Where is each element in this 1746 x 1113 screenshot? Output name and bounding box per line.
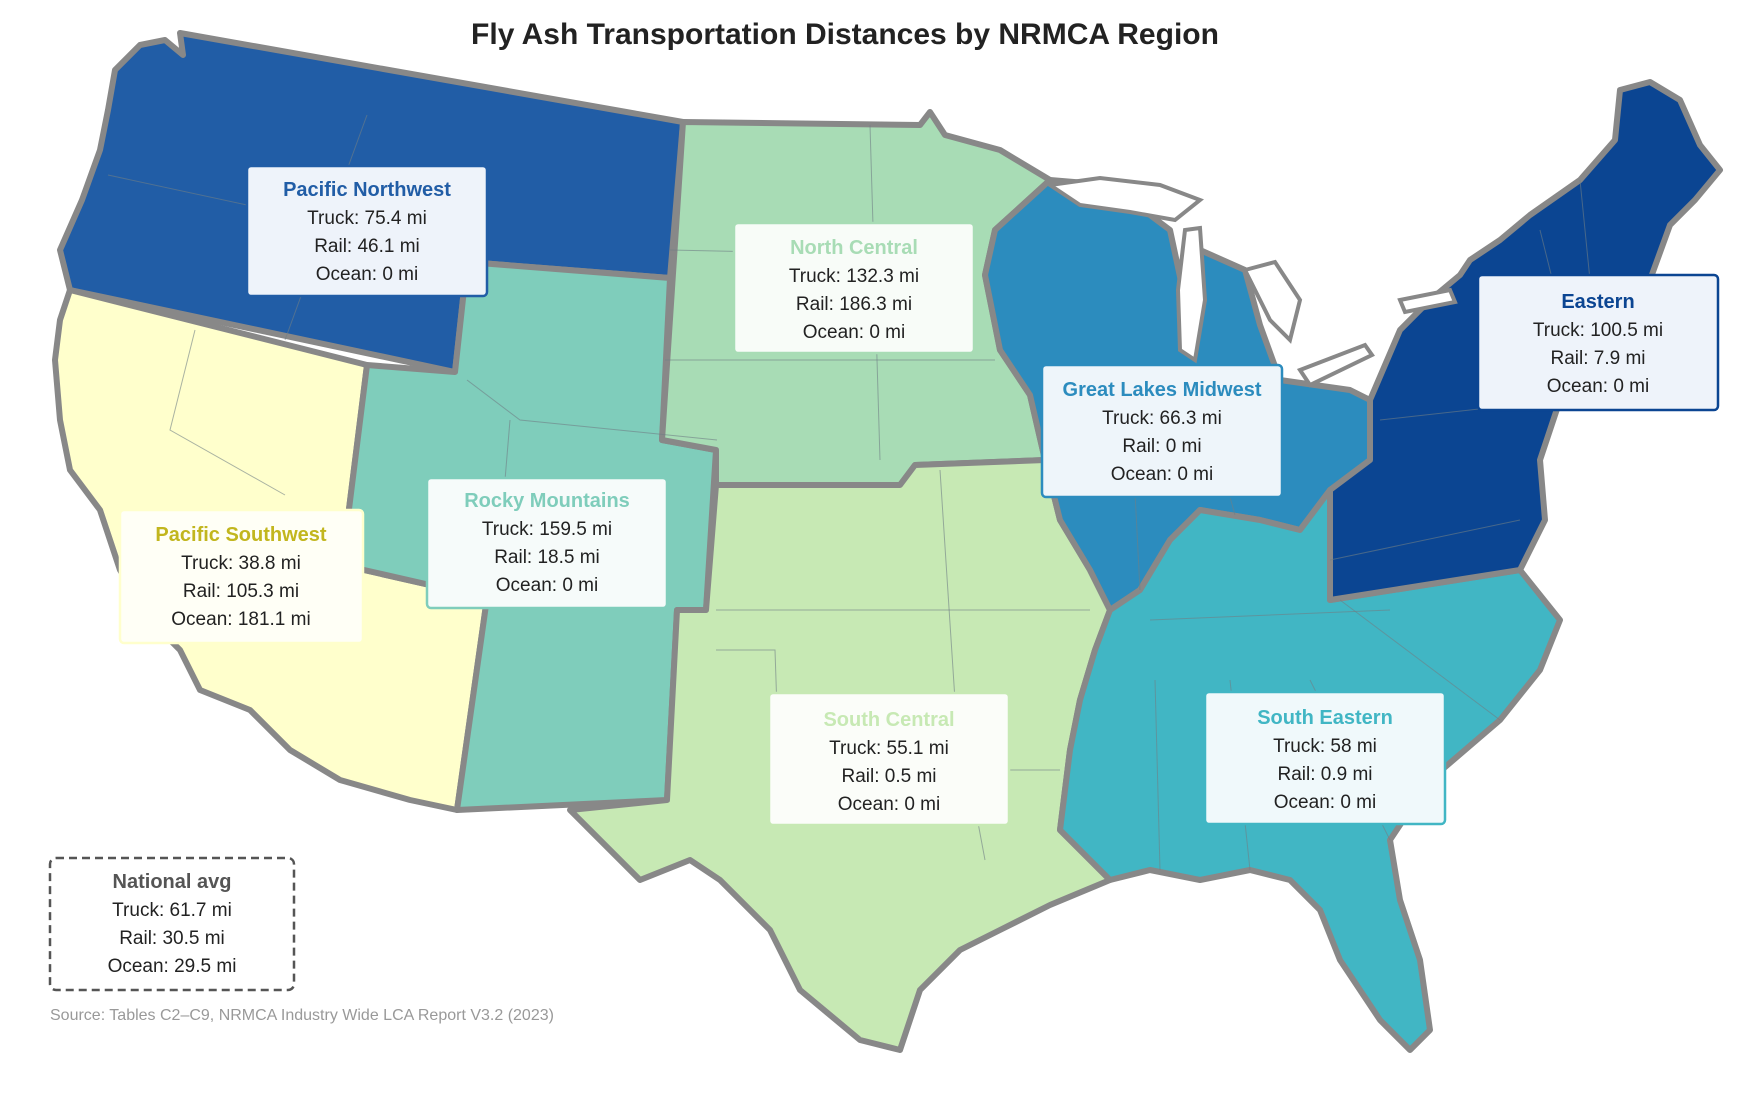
label-rail: Rail: 18.5 mi [494, 547, 600, 568]
label-name: Pacific Southwest [155, 524, 326, 546]
lake-superior [1044, 175, 1204, 223]
label-rail: Rail: 0.9 mi [1277, 764, 1372, 785]
label-name: North Central [790, 237, 918, 259]
label-ocean: Ocean: 0 mi [316, 264, 418, 285]
region-labels: Pacific Northwest Truck: 75.4 mi Rail: 4… [118, 164, 1720, 827]
national-ocean: Ocean: 29.5 mi [108, 956, 237, 977]
label-truck: Truck: 58 mi [1273, 736, 1377, 757]
label-rocky-mountains: Rocky Mountains Truck: 159.5 mi Rail: 18… [425, 476, 669, 610]
national-average-box: National avg Truck: 61.7 mi Rail: 30.5 m… [48, 856, 296, 992]
great-lakes [1044, 175, 1458, 388]
label-ocean: Ocean: 181.1 mi [171, 609, 310, 630]
label-truck: Truck: 55.1 mi [829, 738, 949, 759]
label-rail: Rail: 105.3 mi [183, 581, 299, 602]
label-name: Eastern [1561, 291, 1634, 313]
label-great-lakes-midwest: Great Lakes Midwest Truck: 66.3 mi Rail:… [1040, 363, 1284, 499]
lake-erie [1296, 342, 1375, 388]
label-name: South Central [823, 709, 954, 731]
label-ocean: Ocean: 0 mi [1111, 464, 1213, 485]
label-ocean: Ocean: 0 mi [496, 575, 598, 596]
label-truck: Truck: 100.5 mi [1533, 320, 1663, 341]
label-ocean: Ocean: 0 mi [803, 322, 905, 343]
label-name: Pacific Northwest [283, 179, 451, 201]
label-north-central: North Central Truck: 132.3 mi Rail: 186.… [732, 221, 976, 355]
national-rail: Rail: 30.5 mi [119, 928, 225, 949]
label-ocean: Ocean: 0 mi [1274, 792, 1376, 813]
label-south-central: South Central Truck: 55.1 mi Rail: 0.5 m… [767, 691, 1011, 827]
label-name: Great Lakes Midwest [1063, 379, 1262, 401]
lake-michigan [1175, 225, 1208, 364]
lake-ontario [1397, 287, 1458, 315]
label-name: South Eastern [1257, 707, 1393, 729]
label-pacific-northwest: Pacific Northwest Truck: 75.4 mi Rail: 4… [245, 164, 489, 298]
label-truck: Truck: 159.5 mi [482, 519, 612, 540]
label-name: Rocky Mountains [464, 490, 630, 512]
label-rail: Rail: 0 mi [1122, 436, 1201, 457]
source-note: Source: Tables C2–C9, NRMCA Industry Wid… [50, 1007, 554, 1024]
label-ocean: Ocean: 0 mi [1547, 376, 1649, 397]
label-truck: Truck: 38.8 mi [181, 553, 301, 574]
national-truck: Truck: 61.7 mi [112, 900, 232, 921]
national-title: National avg [113, 871, 232, 893]
label-truck: Truck: 75.4 mi [307, 208, 427, 229]
label-truck: Truck: 66.3 mi [1102, 408, 1222, 429]
label-south-eastern: South Eastern Truck: 58 mi Rail: 0.9 mi … [1203, 690, 1447, 826]
label-rail: Rail: 7.9 mi [1550, 348, 1645, 369]
label-pacific-southwest: Pacific Southwest Truck: 38.8 mi Rail: 1… [118, 508, 365, 645]
label-eastern: Eastern Truck: 100.5 mi Rail: 7.9 mi Oce… [1476, 273, 1720, 412]
label-truck: Truck: 132.3 mi [789, 266, 919, 287]
label-rail: Rail: 0.5 mi [841, 766, 936, 787]
label-rail: Rail: 186.3 mi [796, 294, 912, 315]
lake-huron [1242, 259, 1303, 344]
label-ocean: Ocean: 0 mi [838, 794, 940, 815]
label-rail: Rail: 46.1 mi [314, 236, 420, 257]
map-title: Fly Ash Transportation Distances by NRMC… [471, 18, 1219, 51]
